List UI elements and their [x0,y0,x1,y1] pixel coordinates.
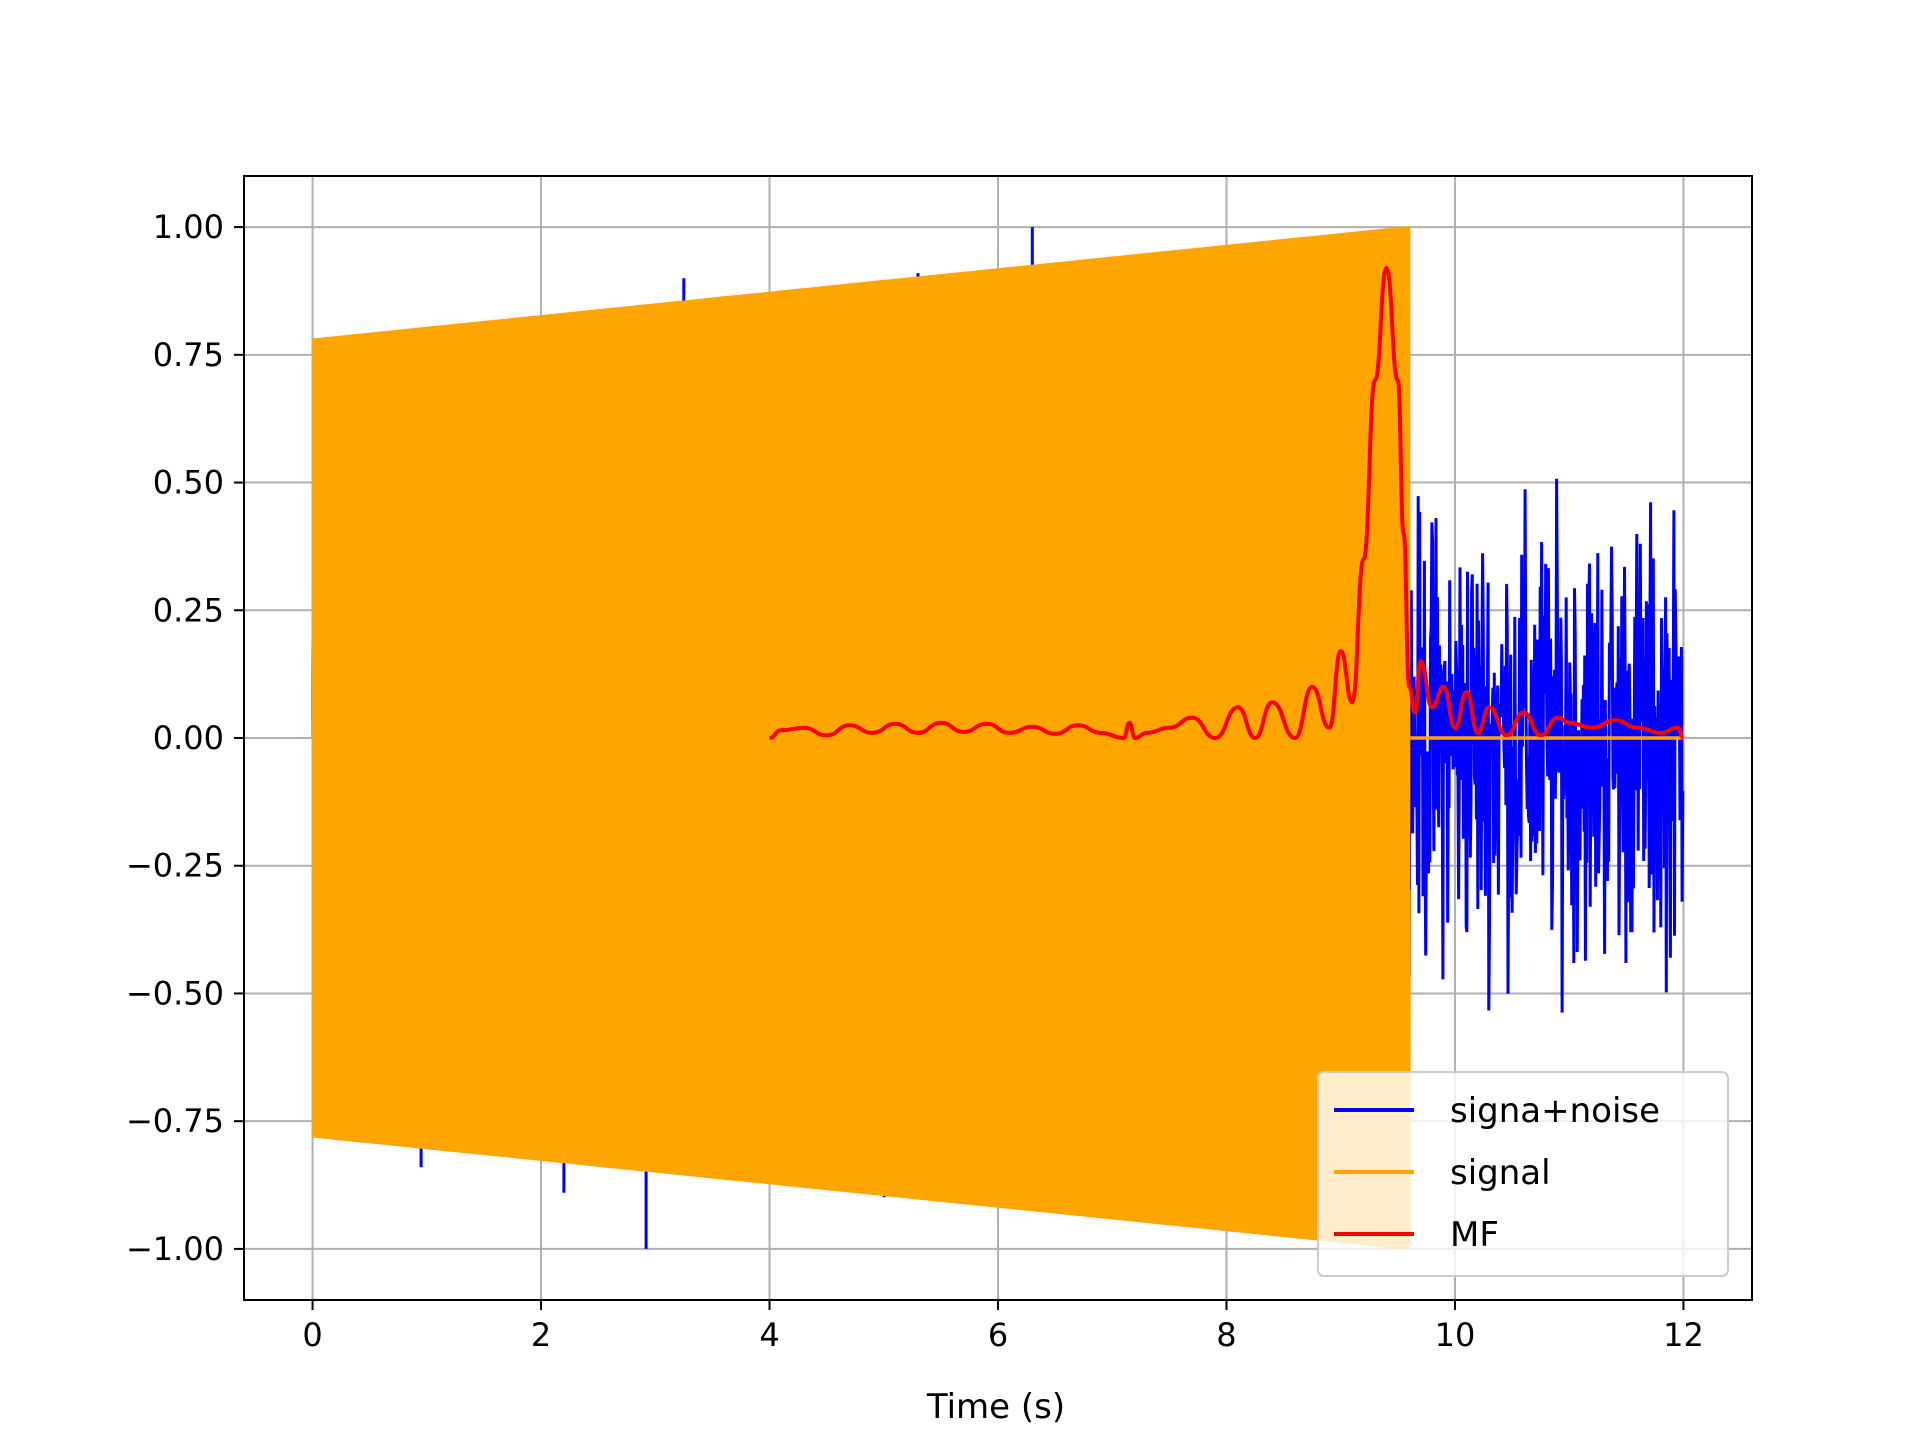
y-tick-label: 0.75 [153,336,224,374]
y-tick-label: −0.25 [126,847,224,885]
x-tick-label: 0 [302,1316,322,1354]
y-tick-label: 0.00 [153,719,224,757]
x-tick-label: 10 [1435,1316,1476,1354]
y-tick-label: −1.00 [126,1230,224,1268]
series-mf-line [769,265,1685,741]
legend-label: MF [1450,1215,1499,1255]
y-tick-label: 0.25 [153,591,224,629]
x-tick-label: 6 [988,1316,1008,1354]
tick-layer: 0 2 4 6 8 10 12 1.00 0.75 0.50 0.25 0.00 −0.25 −0.50 −… [126,208,1704,1354]
legend-label: signal [1450,1153,1551,1193]
y-tick-label: −0.50 [126,974,224,1012]
legend-box [1317,1071,1729,1277]
y-tick-label: 0.50 [153,464,224,502]
y-tick-label: 1.00 [153,208,224,246]
y-tick-label: −0.75 [126,1102,224,1140]
legend-label: signa+noise [1450,1091,1660,1131]
x-axis-label: Time (s) [926,1387,1065,1427]
x-tick-label: 4 [759,1316,779,1354]
series-layer [311,225,1685,1251]
series-signal-envelope [311,225,1411,1251]
x-tick-label: 2 [531,1316,551,1354]
x-tick-label: 12 [1663,1316,1704,1354]
legend: signa+noise signal MF [1317,1071,1729,1277]
x-tick-label: 8 [1216,1316,1236,1354]
